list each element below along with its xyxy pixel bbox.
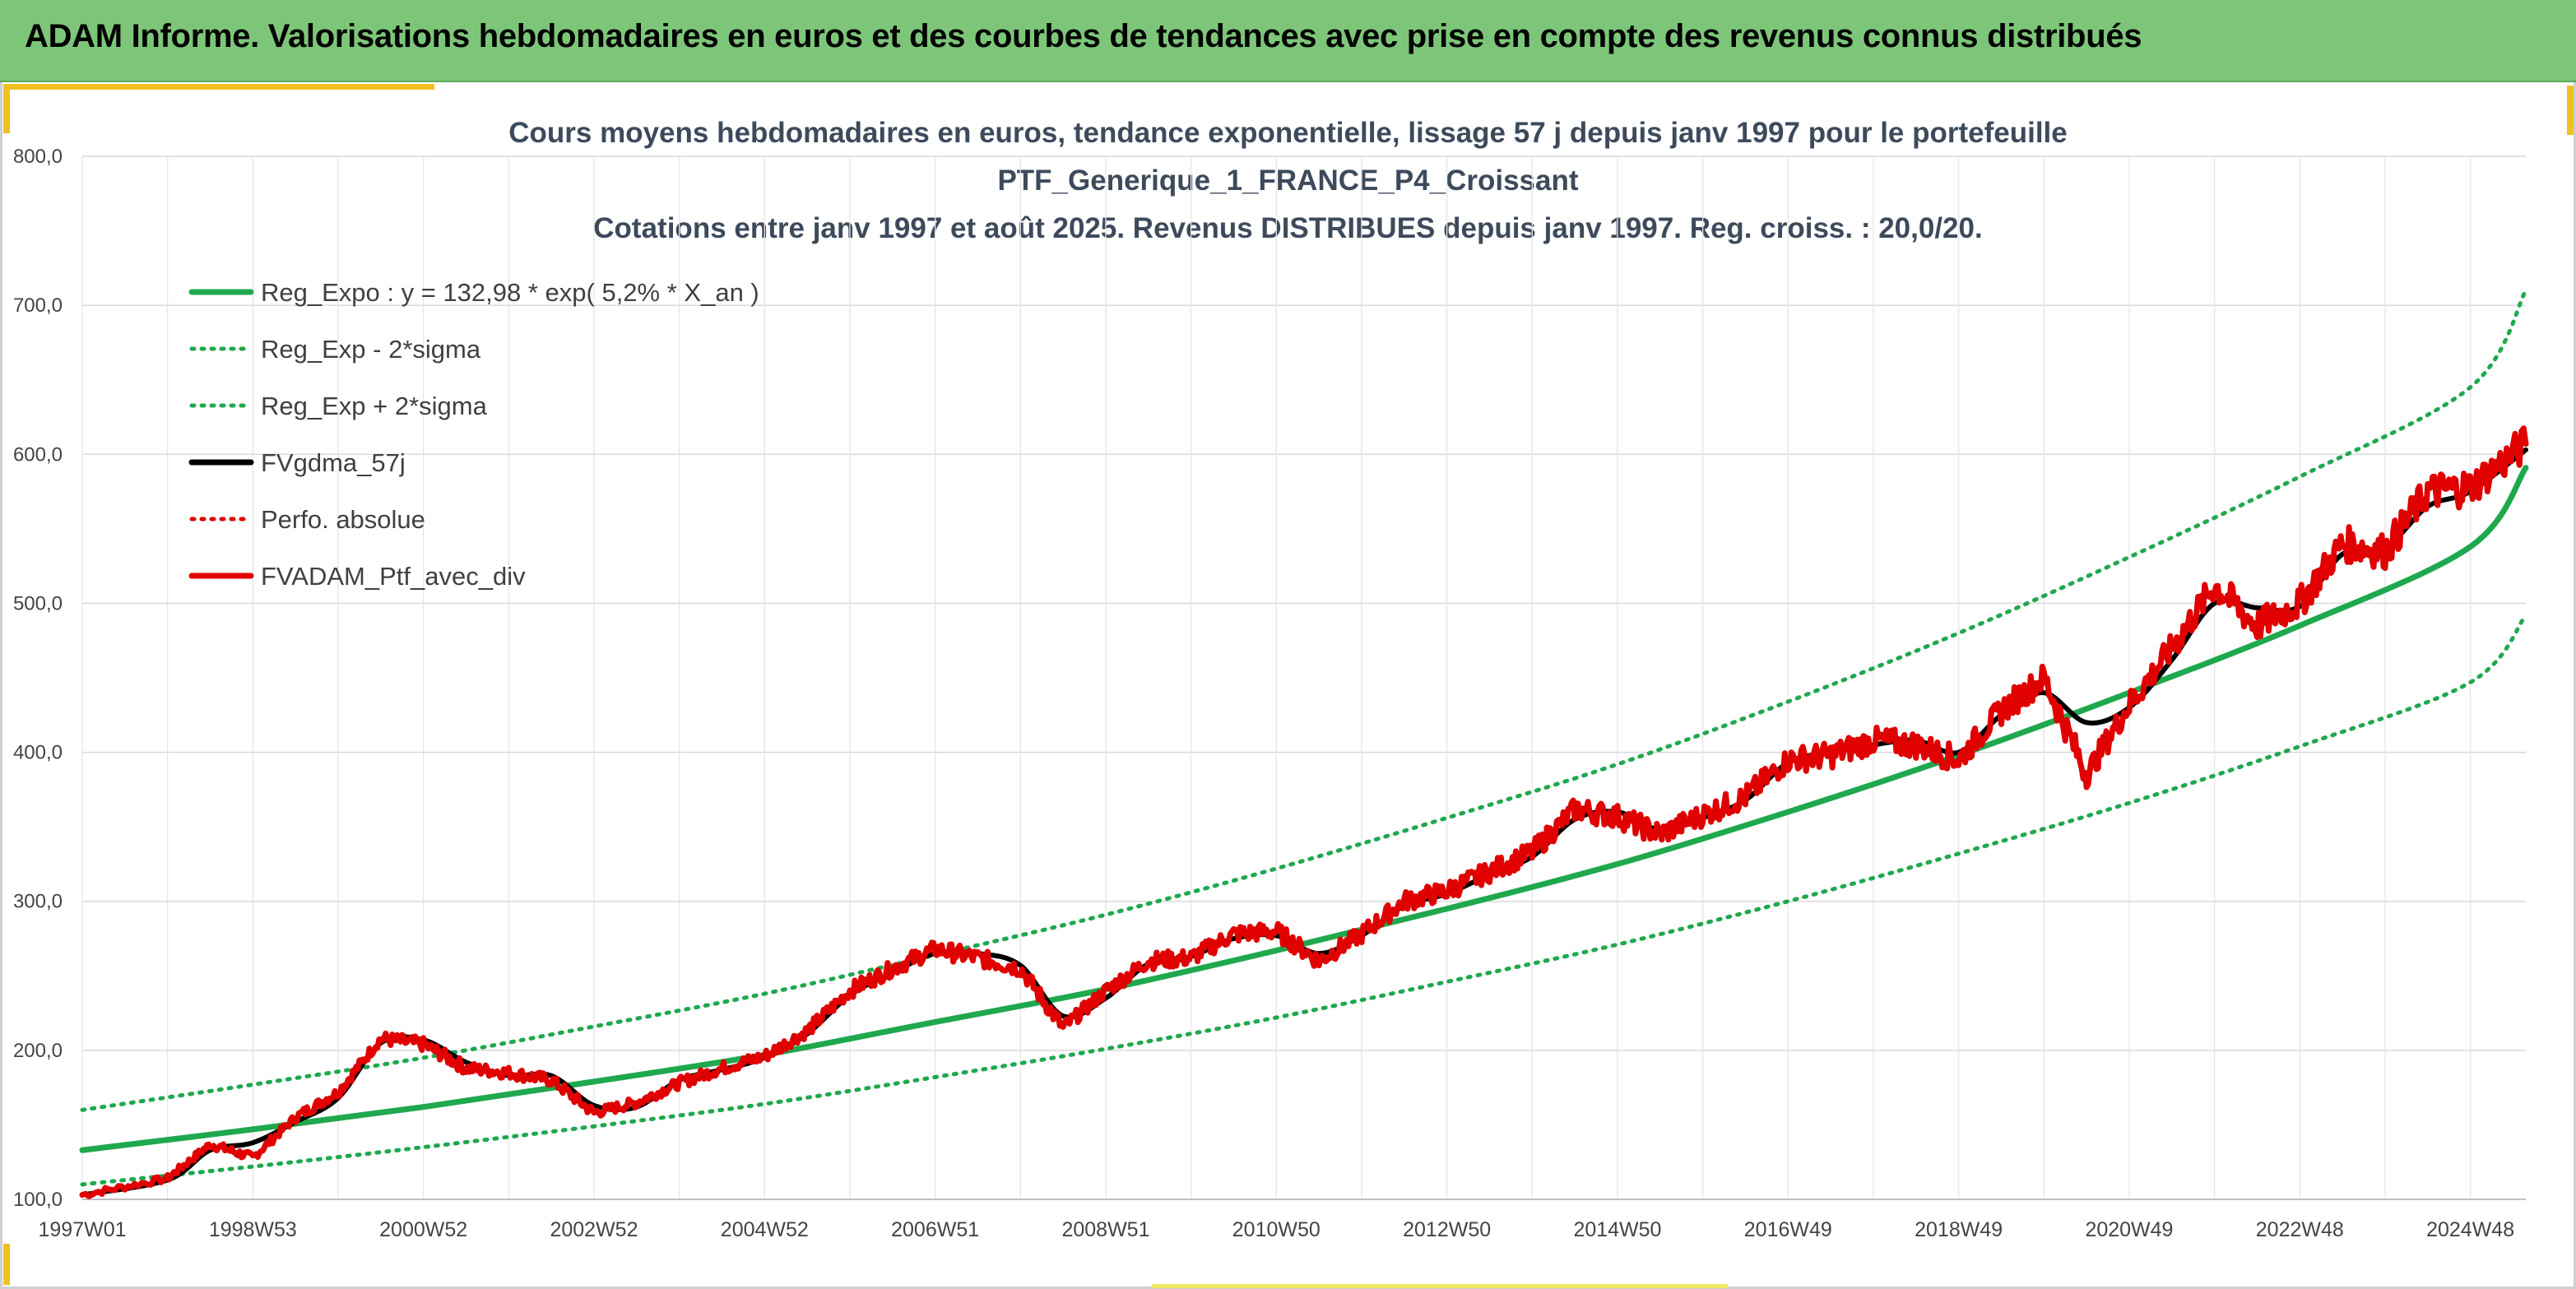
legend-label: Reg_Expo : y = 132,98 * exp( 5,2% * X_an…: [261, 278, 759, 307]
chart-title-line-2: PTF_Generique_1_FRANCE_P4_Croissant: [997, 165, 1579, 197]
y-tick-label: 700,0: [13, 294, 63, 317]
x-tick-label: 2012W50: [1403, 1218, 1491, 1241]
x-tick-label: 2004W52: [721, 1218, 809, 1241]
legend-label: Reg_Exp - 2*sigma: [261, 335, 481, 364]
y-tick-label: 500,0: [13, 592, 63, 614]
x-tick-label: 1998W53: [209, 1218, 297, 1241]
y-tick-label: 800,0: [13, 146, 63, 168]
x-tick-label: 2010W50: [1232, 1218, 1320, 1241]
x-tick-label: 2016W49: [1744, 1218, 1832, 1241]
frame-accent: [3, 84, 10, 133]
frame-accent: [3, 84, 434, 90]
x-tick-label: 2008W51: [1061, 1218, 1149, 1241]
series-line-5: [79, 425, 2529, 1199]
banner-title: ADAM Informe. Valorisations hebdomadaire…: [25, 18, 2142, 54]
legend-label: FVADAM_Ptf_avec_div: [261, 562, 526, 591]
y-tick-label: 600,0: [13, 443, 63, 466]
y-tick-label: 300,0: [13, 891, 63, 913]
x-tick-label: 2006W51: [891, 1218, 979, 1241]
legend-label: Reg_Exp + 2*sigma: [261, 392, 488, 420]
frame-accent: [1152, 1284, 1728, 1288]
chart-title-line-3: Cotations entre janv 1997 et août 2025. …: [593, 212, 1983, 244]
x-tick-label: 1997W01: [38, 1218, 126, 1241]
x-tick-label: 2018W49: [1915, 1218, 2003, 1241]
x-tick-label: 2014W50: [1573, 1218, 1661, 1241]
x-tick-label: 2022W48: [2256, 1218, 2344, 1241]
x-tick-label: 2020W49: [2085, 1218, 2173, 1241]
x-tick-label: 2000W52: [379, 1218, 467, 1241]
chart-title-line-1: Cours moyens hebdomadaires en euros, ten…: [508, 117, 2068, 149]
header-banner: ADAM Informe. Valorisations hebdomadaire…: [0, 0, 2576, 82]
x-tick-label: 2002W52: [550, 1218, 638, 1241]
series-line-1: [80, 613, 2528, 1187]
y-tick-label: 100,0: [13, 1189, 63, 1211]
legend-label: FVgdma_57j: [261, 448, 406, 477]
frame-accent: [2567, 86, 2574, 135]
y-tick-label: 400,0: [13, 742, 63, 764]
y-tick-label: 200,0: [13, 1040, 63, 1062]
x-tick-label: 2024W48: [2426, 1218, 2514, 1241]
legend-label: Perfo. absolue: [261, 505, 425, 534]
frame-accent: [3, 1244, 10, 1285]
series-line-2: [80, 288, 2528, 1112]
